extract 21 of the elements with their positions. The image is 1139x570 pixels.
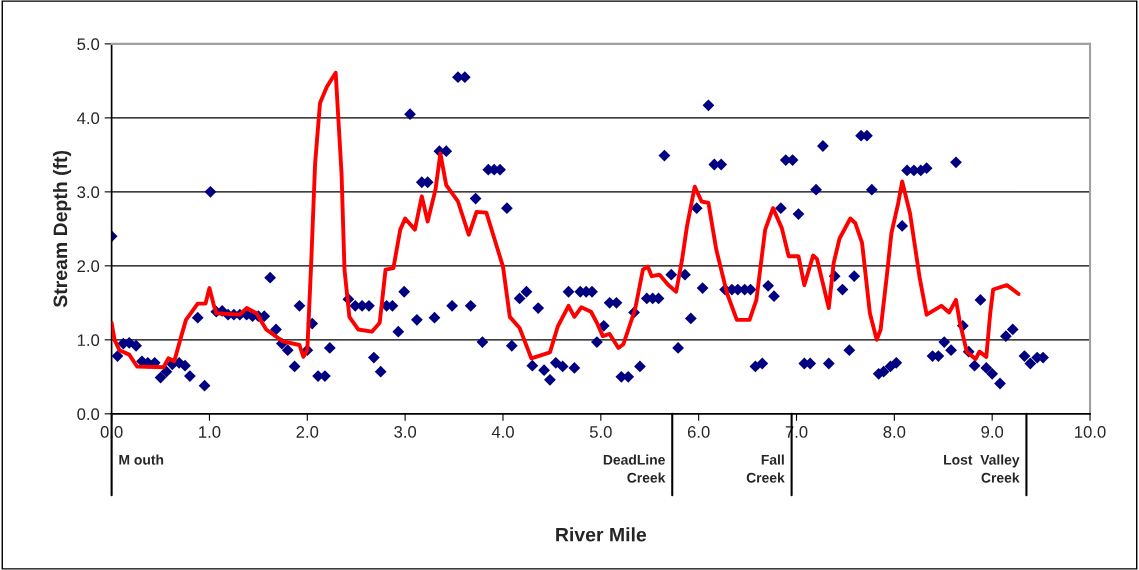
x-tick-label: 9.0 [981, 426, 1004, 438]
ref-line-label: Lost Valley Creek [944, 454, 1020, 483]
x-tick-label: 6.0 [687, 426, 710, 438]
ref-line-label: M outh [119, 454, 164, 465]
y-axis-title: Stream Depth (ft) [52, 150, 72, 308]
y-tick-label: 2.0 [77, 260, 100, 273]
x-tick-label: 2.0 [296, 426, 319, 438]
y-tick-label: 5.0 [77, 38, 100, 51]
y-tick-label: 0.0 [77, 408, 100, 421]
x-tick-label: 3.0 [394, 426, 417, 438]
ref-line-label: Fall Creek [746, 454, 785, 483]
x-axis-title: River Mile [556, 527, 647, 542]
y-tick-label: 1.0 [77, 334, 100, 347]
x-tick-label: 8.0 [883, 426, 906, 438]
ref-line-label: DeadLine Creek [603, 454, 666, 483]
y-tick-label: 3.0 [77, 186, 100, 199]
y-tick-label: 4.0 [77, 112, 100, 125]
x-tick-label: 5.0 [589, 426, 612, 438]
x-tick-label: 4.0 [491, 426, 514, 438]
x-tick-label: 10.0 [1075, 426, 1106, 438]
x-tick-label: 1.0 [199, 426, 221, 438]
